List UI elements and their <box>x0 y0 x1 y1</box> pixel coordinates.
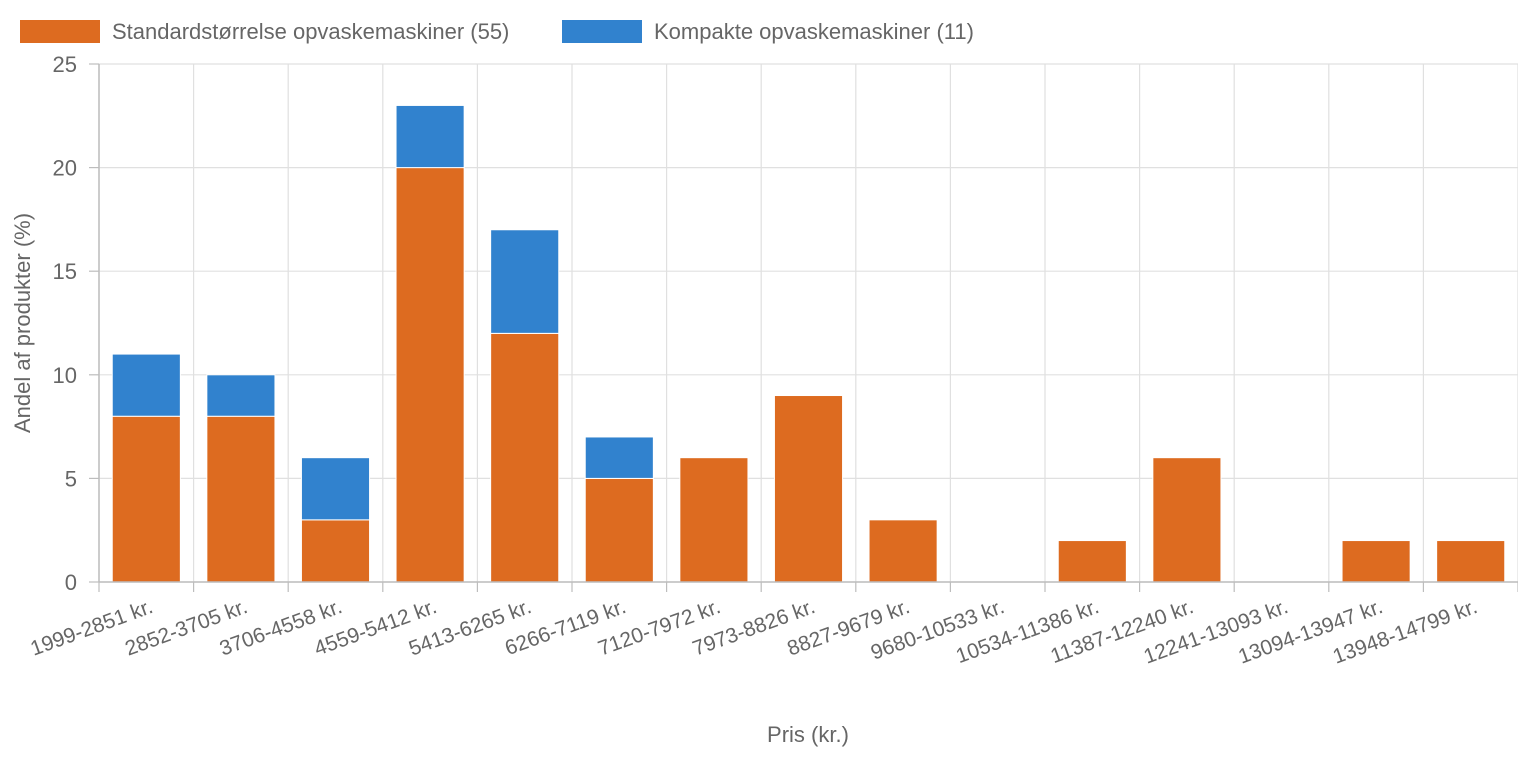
bar-segment[interactable] <box>490 229 560 334</box>
legend-swatch <box>562 20 642 43</box>
bar-segment[interactable] <box>111 415 181 583</box>
bar-segment[interactable] <box>773 395 844 583</box>
bars-group <box>111 104 1506 583</box>
bar-segment[interactable] <box>490 332 560 583</box>
y-tick-label: 0 <box>65 570 77 595</box>
bar-segment[interactable] <box>1341 540 1411 583</box>
chart-legend[interactable]: Standardstørrelse opvaskemaskiner (55) Ko… <box>20 19 974 44</box>
bar-segment[interactable] <box>1152 457 1222 583</box>
y-tick-label: 20 <box>53 156 77 181</box>
y-tick-label: 10 <box>53 363 77 388</box>
legend-label: Standardstørrelse opvaskemaskiner (55) <box>112 19 509 44</box>
legend-item[interactable]: Standardstørrelse opvaskemaskiner (55) <box>20 19 509 44</box>
legend-swatch <box>20 20 100 43</box>
legend-item[interactable]: Kompakte opvaskemaskiner (11) <box>562 19 974 44</box>
legend-label: Kompakte opvaskemaskiner (11) <box>654 19 974 44</box>
y-tick-label: 25 <box>53 52 77 77</box>
bar-segment[interactable] <box>679 457 749 583</box>
y-tick-labels: 0 5 10 15 20 25 <box>53 52 77 595</box>
bar-segment[interactable] <box>395 104 465 169</box>
y-tick-label: 15 <box>53 259 77 284</box>
bar-segment[interactable] <box>206 374 276 417</box>
y-tick-label: 5 <box>65 466 77 491</box>
x-axis-label: Pris (kr.) <box>767 722 849 747</box>
bar-segment[interactable] <box>206 415 276 583</box>
bar-segment[interactable] <box>300 457 371 521</box>
bar-segment[interactable] <box>300 519 371 583</box>
bar-segment[interactable] <box>111 353 181 417</box>
y-axis-label: Andel af produkter (%) <box>10 213 35 433</box>
x-tick-labels: 1999-2851 kr.2852-3705 kr.3706-4558 kr.4… <box>27 595 1480 669</box>
grid-lines <box>98 63 1518 583</box>
axes <box>89 63 1518 592</box>
bar-segment[interactable] <box>395 167 465 583</box>
bar-segment[interactable] <box>1436 540 1506 583</box>
bar-segment[interactable] <box>584 436 654 479</box>
bar-segment[interactable] <box>1057 540 1127 583</box>
bar-segment[interactable] <box>868 519 938 583</box>
bar-segment[interactable] <box>584 477 654 583</box>
